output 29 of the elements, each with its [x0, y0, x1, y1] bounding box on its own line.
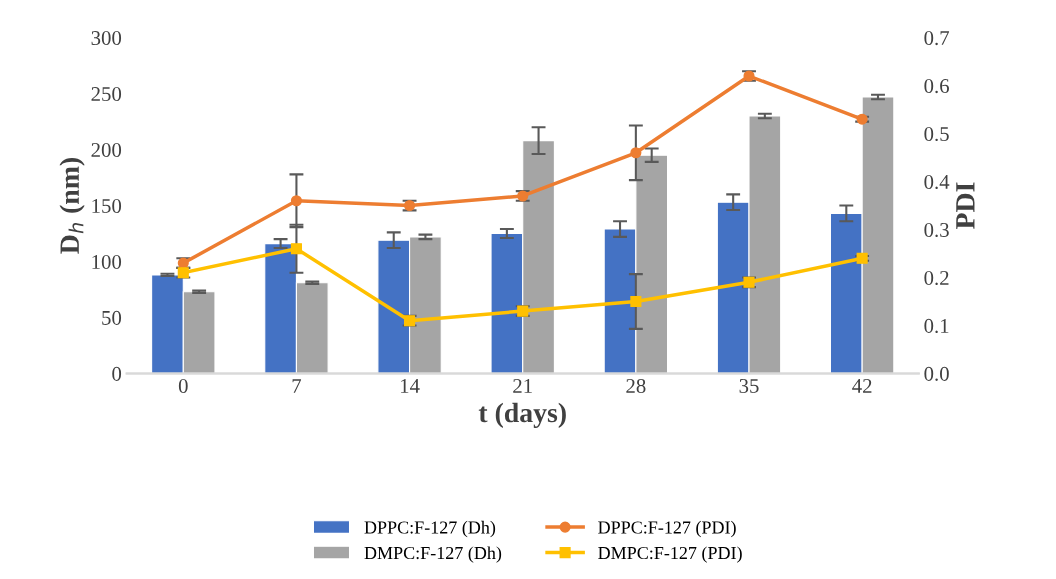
y2-tick-label: 0.4: [924, 174, 950, 190]
y-tick-label: 100: [92, 254, 122, 269]
x-tick-label: 14: [400, 379, 420, 393]
y-tick-label: 50: [102, 310, 122, 325]
y2-tick-label: 0.5: [924, 126, 949, 142]
y-tick-label: 200: [91, 142, 122, 158]
legend-label: DMPC:F-127 (Dh): [364, 546, 502, 563]
x-axis-title: t (days): [478, 402, 566, 429]
y2-tick-label: 0.0: [924, 366, 949, 381]
legend-label: DPPC:F-127 (PDI): [598, 520, 736, 538]
x-tick-label: 0: [178, 378, 188, 393]
y2-tick-label: 0.6: [924, 78, 949, 94]
legend-label: DPPC:F-127 (Dh): [364, 520, 496, 538]
x-tick-label: 42: [852, 378, 872, 393]
legend-label: DMPC:F-127 (PDI): [598, 546, 742, 563]
x-tick-label: 35: [739, 378, 759, 393]
y2-tick-label: 0.7: [924, 31, 950, 46]
x-tick-label: 21: [513, 378, 532, 393]
y2-axis-title: PDI: [956, 182, 975, 229]
y-axis-title: D$_{h}$ (nm): [59, 158, 85, 254]
y-tick-label: 150: [92, 198, 122, 213]
y-tick-label: 250: [91, 86, 122, 102]
y2-tick-label: 0.3: [924, 222, 949, 238]
x-tick-label: 7: [292, 379, 302, 393]
y-tick-label: 300: [91, 31, 122, 46]
y-tick-label: 0: [112, 366, 122, 381]
x-tick-label: 28: [626, 378, 646, 393]
y2-tick-label: 0.1: [924, 318, 949, 334]
y2-tick-label: 0.2: [924, 270, 949, 286]
